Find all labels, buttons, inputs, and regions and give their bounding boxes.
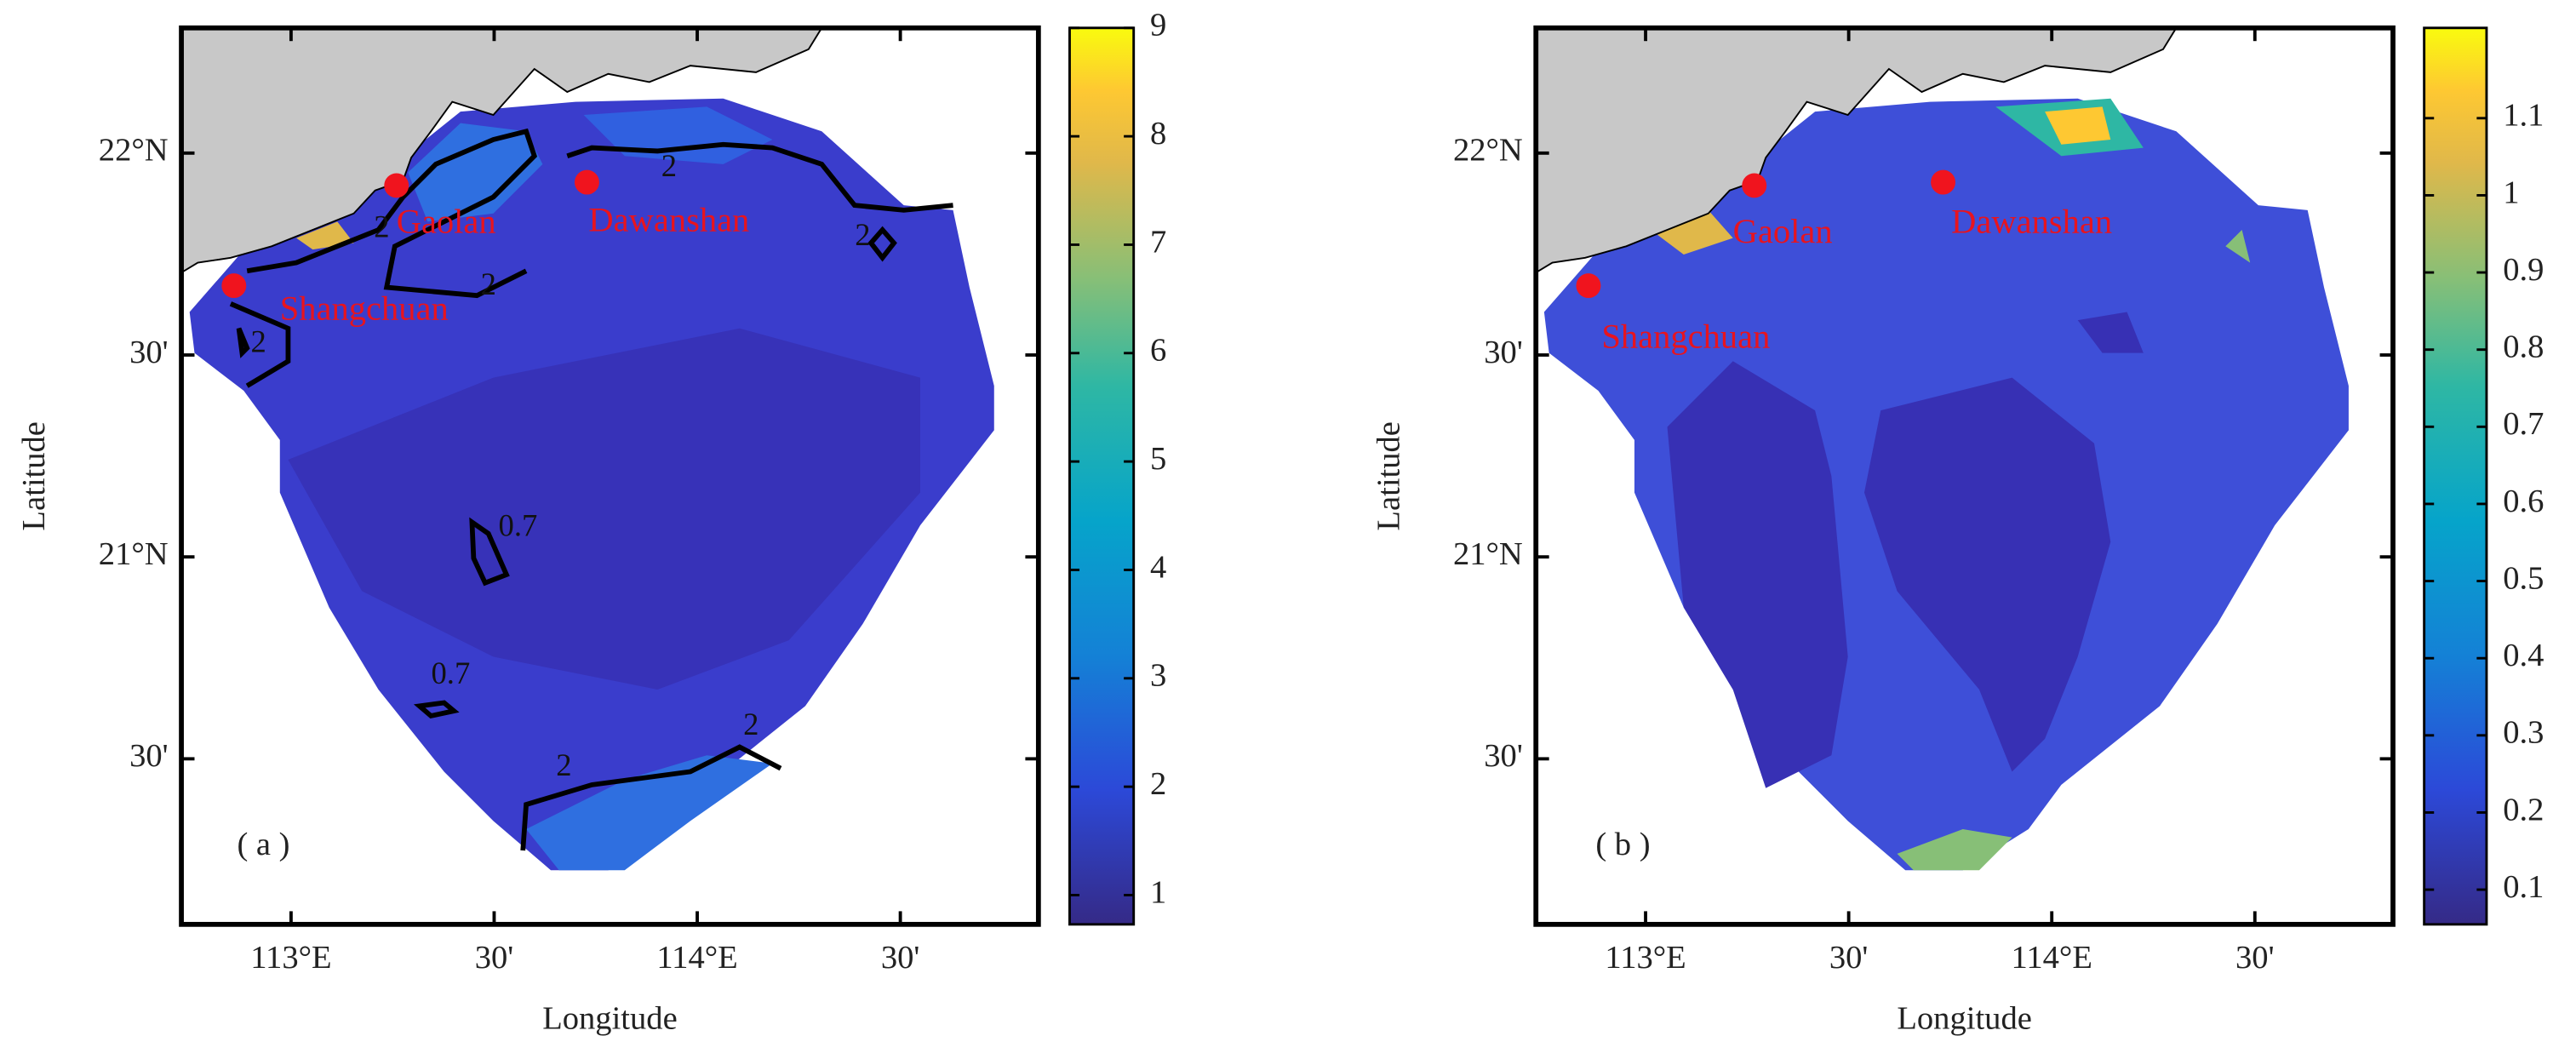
x-tick-label: 30' <box>881 940 920 976</box>
peak-region <box>2045 106 2111 145</box>
low-region <box>2077 312 2144 353</box>
colorbar-tick-label: 6 <box>1150 333 1166 369</box>
x-axis-label: Longitude <box>1897 1000 2032 1036</box>
x-tick-label: 114°E <box>2012 940 2092 976</box>
contour-label: 2 <box>251 323 266 358</box>
y-tick-label: 21°N <box>1453 536 1523 572</box>
map-a <box>180 26 994 871</box>
colorbar-tick-label: 0.2 <box>2503 792 2544 827</box>
low-region <box>1863 377 2111 772</box>
high-region <box>1897 828 2012 871</box>
colorbar-tick-label: 7 <box>1150 224 1166 260</box>
x-axis-label: Longitude <box>542 1000 678 1036</box>
low-region <box>288 328 920 690</box>
station-label: Gaolan <box>1733 212 1833 250</box>
contour-label: 2 <box>661 148 677 183</box>
station-label: Dawanshan <box>1951 203 2112 241</box>
station-label: Dawanshan <box>588 201 749 239</box>
panel-label: ( a ) <box>237 827 289 862</box>
axes-frame <box>1533 25 2396 927</box>
x-tick-label: 113°E <box>1605 940 1686 976</box>
contour-label: 2 <box>855 217 870 252</box>
colorbar-tick-label: 1 <box>1150 874 1166 910</box>
station-label: Gaolan <box>397 203 496 241</box>
x-tick-label: 30' <box>1829 940 1869 976</box>
y-axis-label: Latitude <box>1371 421 1406 530</box>
colorbar-tick-label: 1 <box>2503 175 2519 210</box>
station-marker <box>574 169 599 195</box>
x-tick-label: 113°E <box>250 940 331 976</box>
map-b <box>1535 26 2349 871</box>
colorbar <box>1068 26 1136 926</box>
panel-label: ( b ) <box>1595 827 1650 862</box>
contour-label: 2 <box>556 747 571 782</box>
y-axis-label: Latitude <box>16 421 52 530</box>
high-region <box>408 123 543 222</box>
y-tick-label: 21°N <box>99 536 169 572</box>
x-tick-label: 114°E <box>656 940 737 976</box>
contour-label: 2 <box>374 209 389 243</box>
contour-label: 0.7 <box>431 655 470 690</box>
station-marker <box>1742 173 1767 198</box>
colorbar-tick-label: 0.7 <box>2503 406 2544 442</box>
y-tick-label: 22°N <box>99 133 169 169</box>
peak-region <box>1651 209 1733 255</box>
x-tick-label: 30' <box>475 940 514 976</box>
station-label: Shangchuan <box>1601 318 1770 356</box>
y-tick-label: 30' <box>129 335 169 370</box>
station-label: Shangchuan <box>280 289 449 328</box>
contour-lines <box>229 128 953 851</box>
colorbar-tick-label: 2 <box>1150 766 1166 802</box>
colorbar-tick-label: 0.9 <box>2503 252 2544 288</box>
high-region <box>2225 230 2251 263</box>
peak-region <box>296 221 354 250</box>
station-marker <box>1931 169 1956 195</box>
colorbar-tick-label: 3 <box>1150 658 1166 694</box>
contour-label: 2 <box>481 266 496 301</box>
colorbar <box>2423 26 2488 926</box>
y-tick-label: 30' <box>1484 335 1523 370</box>
colorbar-tick-label: 8 <box>1150 116 1166 152</box>
colorbar-tick-label: 0.6 <box>2503 484 2544 519</box>
axes-frame <box>179 25 1041 927</box>
y-tick-label: 30' <box>1484 738 1523 774</box>
station-marker <box>221 273 247 299</box>
high-region <box>526 755 773 871</box>
y-tick-label: 22°N <box>1453 133 1523 169</box>
colorbar-tick-label: 1.1 <box>2503 98 2544 134</box>
y-tick-label: 30' <box>129 738 169 774</box>
station-marker <box>1576 273 1601 299</box>
colorbar-tick-label: 0.4 <box>2503 638 2544 673</box>
colorbar-tick-label: 4 <box>1150 549 1166 585</box>
contour-label: 0.7 <box>499 507 538 542</box>
colorbar-tick-label: 0.5 <box>2503 560 2544 596</box>
colorbar-tick-label: 0.1 <box>2503 869 2544 905</box>
colorbar-tick-label: 5 <box>1150 441 1166 477</box>
station-marker <box>384 173 409 198</box>
x-tick-label: 30' <box>2235 940 2275 976</box>
low-region <box>1667 361 1848 788</box>
contour-label: 2 <box>743 707 758 741</box>
colorbar-tick-label: 0.8 <box>2503 329 2544 365</box>
colorbar-tick-label: 9 <box>1150 8 1166 43</box>
colorbar-tick-label: 0.3 <box>2503 715 2544 751</box>
